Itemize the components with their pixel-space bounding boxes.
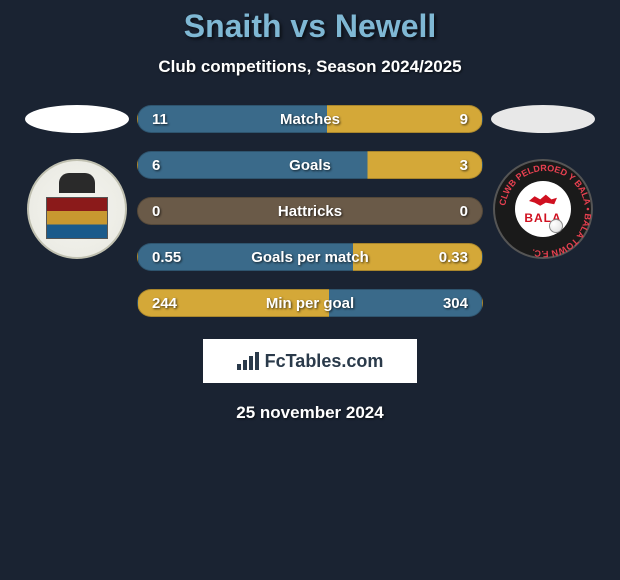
main-row: 11 Matches 9 6 Goals 3 0 Hattricks 0 0.55 Goals pe… — [0, 105, 620, 317]
stat-label: Goals per match — [251, 249, 369, 266]
stat-label: Goals — [289, 157, 331, 174]
stat-left-value: 244 — [152, 295, 177, 312]
stat-label: Matches — [280, 111, 340, 128]
page-title: Snaith vs Newell — [0, 8, 620, 45]
footer: FcTables.com 25 november 2024 — [0, 339, 620, 423]
stat-left-value: 0.55 — [152, 249, 181, 266]
brand-text: FcTables.com — [265, 351, 384, 372]
left-club-badge — [27, 159, 127, 259]
stat-label: Hattricks — [278, 203, 342, 220]
right-nation-flag — [491, 105, 595, 133]
stat-bar: 0.55 Goals per match 0.33 — [137, 243, 483, 271]
stats-column: 11 Matches 9 6 Goals 3 0 Hattricks 0 0.55 Goals pe… — [137, 105, 483, 317]
stat-right-value: 0 — [460, 203, 468, 220]
right-player-col: CLWB PELDROED Y BALA • BALA TOWN F.C. BA… — [483, 105, 603, 259]
left-nation-flag — [25, 105, 129, 133]
stat-left-value: 11 — [152, 111, 168, 128]
brand-box: FcTables.com — [203, 339, 417, 383]
stat-bar: 11 Matches 9 — [137, 105, 483, 133]
dragon-icon — [529, 193, 557, 209]
stat-label: Min per goal — [266, 295, 354, 312]
left-player-col — [17, 105, 137, 259]
stat-right-value: 3 — [460, 157, 468, 174]
comparison-card: Snaith vs Newell Club competitions, Seas… — [0, 0, 620, 423]
stat-bar: 244 Min per goal 304 — [137, 289, 483, 317]
stat-left-value: 6 — [152, 157, 160, 174]
right-club-badge: CLWB PELDROED Y BALA • BALA TOWN F.C. BA… — [493, 159, 593, 259]
badge-center: BALA — [515, 181, 571, 237]
stat-bar: 6 Goals 3 — [137, 151, 483, 179]
stat-left-value: 0 — [152, 203, 160, 220]
date-text: 25 november 2024 — [236, 403, 383, 423]
stat-right-value: 304 — [443, 295, 468, 312]
stat-right-value: 0.33 — [439, 249, 468, 266]
stat-bar: 0 Hattricks 0 — [137, 197, 483, 225]
stat-right-value: 9 — [460, 111, 468, 128]
subtitle: Club competitions, Season 2024/2025 — [0, 57, 620, 77]
brand-chart-icon — [237, 352, 259, 370]
ball-icon — [549, 219, 563, 233]
